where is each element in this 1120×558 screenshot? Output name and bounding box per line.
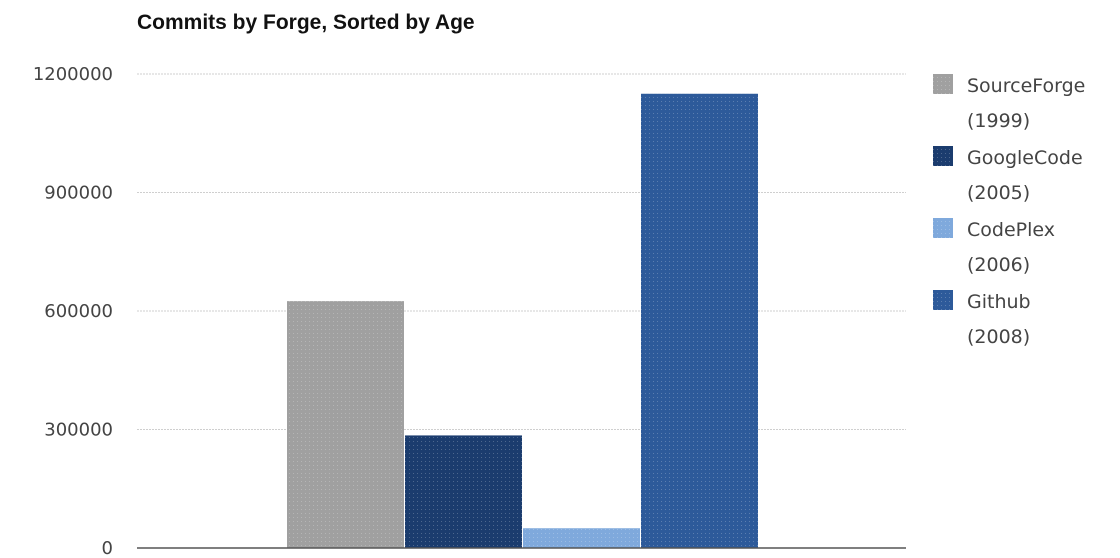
legend-swatch-texture	[933, 218, 953, 238]
gridlines	[137, 73, 906, 430]
legend-label-github: Github	[967, 291, 1031, 313]
legend-swatch-texture	[933, 74, 953, 94]
y-tick-label: 600000	[44, 301, 113, 322]
legend-label-googlecode: GoogleCode	[967, 147, 1083, 169]
bar-texture	[405, 435, 522, 548]
y-tick-label: 1200000	[33, 64, 113, 85]
legend-year-googlecode: (2005)	[967, 182, 1030, 204]
y-tick-label: 300000	[44, 420, 113, 441]
bar-texture	[641, 93, 758, 548]
y-tick-label: 0	[102, 538, 113, 558]
legend: SourceForge (1999) GoogleCode (2005) CodePle…	[933, 74, 1085, 348]
legend-year-sourceforge: (1999)	[967, 110, 1030, 132]
y-tick-label: 900000	[44, 183, 113, 204]
chart-title: Commits by Forge, Sorted by Age	[137, 11, 475, 34]
legend-label-sourceforge: SourceForge	[967, 75, 1085, 97]
legend-swatch-texture	[933, 290, 953, 310]
bar-texture	[523, 528, 640, 548]
legend-year-github: (2008)	[967, 326, 1030, 348]
bars	[287, 93, 758, 548]
bar-texture	[287, 301, 404, 548]
y-axis-ticks: 0 300000 600000 900000 1200000	[33, 64, 113, 558]
legend-year-codeplex: (2006)	[967, 254, 1030, 276]
legend-swatch-texture	[933, 146, 953, 166]
legend-label-codeplex: CodePlex	[967, 219, 1055, 241]
